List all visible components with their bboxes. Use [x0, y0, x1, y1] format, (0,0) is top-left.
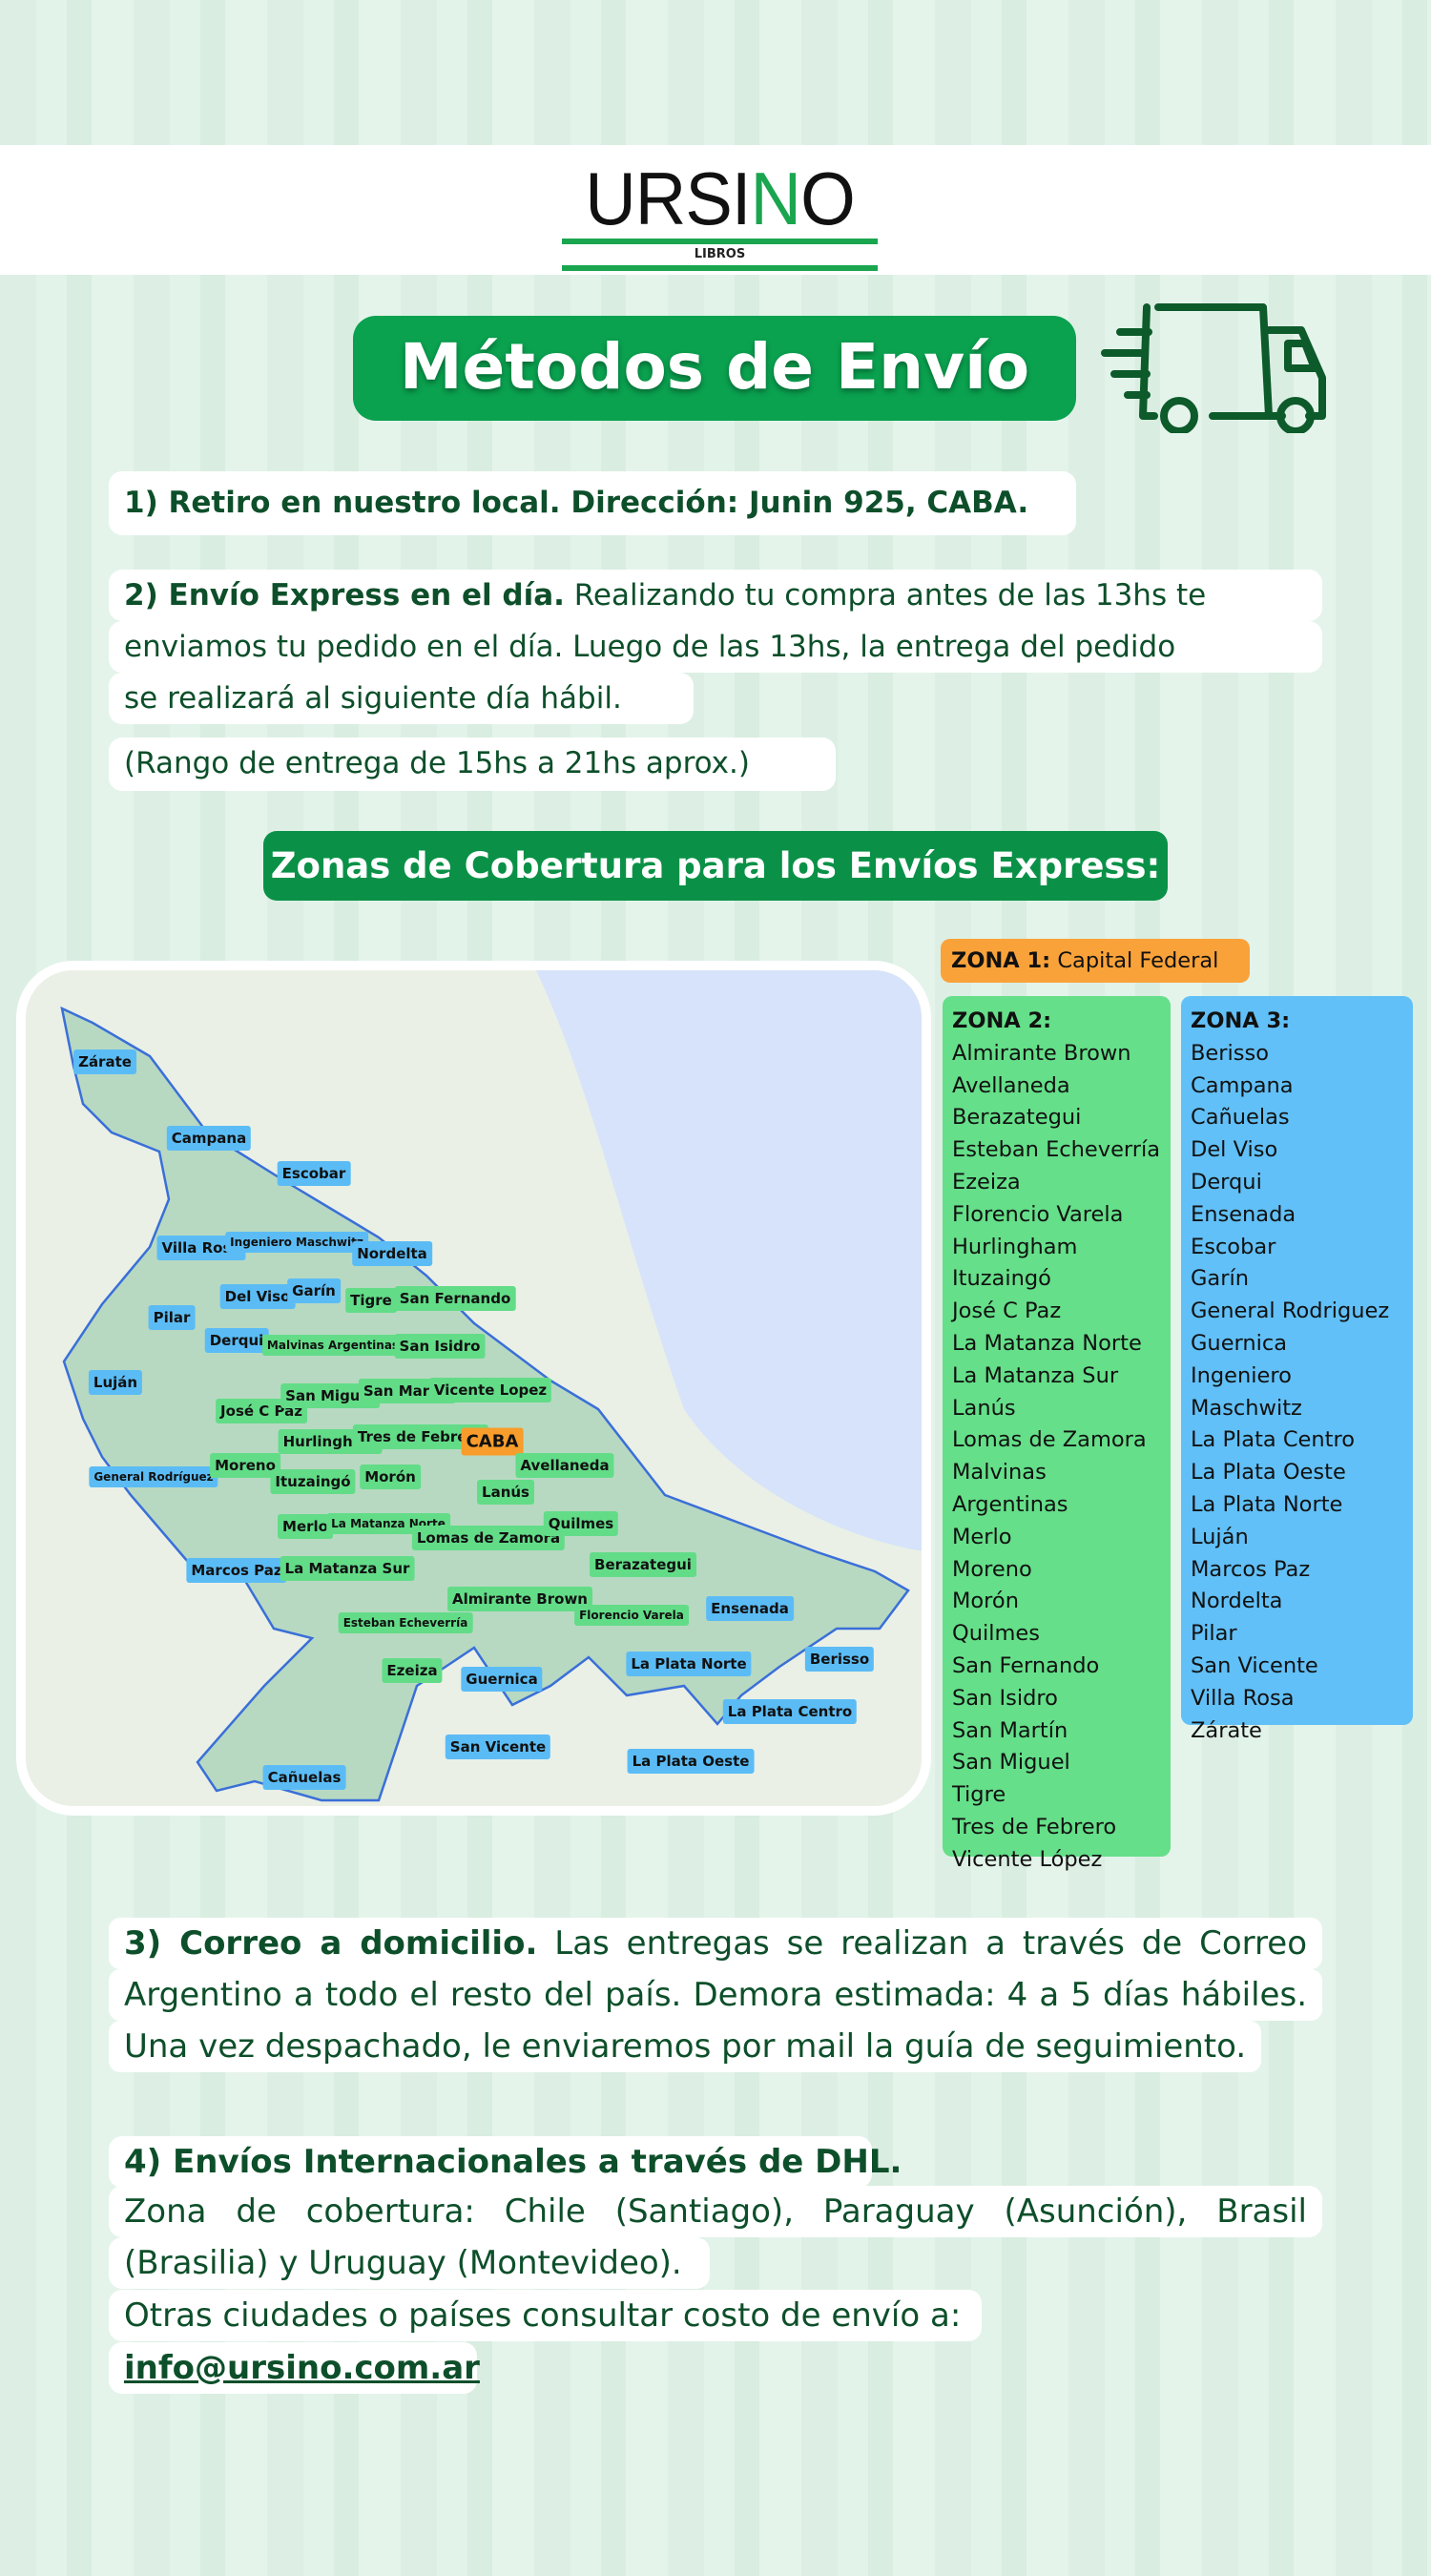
zone-item: La Plata Oeste [1191, 1460, 1346, 1485]
map-label: San Vicente [445, 1735, 551, 1759]
zone-item: Avellaneda [952, 1072, 1070, 1098]
zone-item: Luján [1191, 1524, 1249, 1549]
zone-item: La Plata Centro [1191, 1427, 1356, 1453]
map-label: Lanús [477, 1480, 534, 1505]
map-label: San Fernando [394, 1286, 516, 1311]
map-label: Morón [360, 1465, 421, 1489]
map-label: Avellaneda [515, 1453, 614, 1478]
zone-item: Garín [1191, 1266, 1249, 1292]
map-label: General Rodríguez [89, 1466, 218, 1487]
zone-item: Quilmes [952, 1621, 1040, 1647]
map-label: La Plata Oeste [627, 1749, 755, 1774]
map-label: Nordelta [352, 1241, 432, 1266]
zone-item: San Martín [952, 1717, 1068, 1743]
map-label: Derqui [204, 1328, 269, 1353]
zone-item: Malvinas Argentinas [952, 1460, 1068, 1517]
zone-item: Del Viso [1191, 1137, 1278, 1163]
delivery-truck-icon [1101, 303, 1326, 433]
zone-item: Lomas de Zamora [952, 1427, 1147, 1453]
zone-item: General Rodriguez [1191, 1298, 1390, 1324]
map-label: Berazategui [590, 1552, 696, 1577]
zone-item: Zárate [1191, 1717, 1262, 1743]
map-label: Ezeiza [382, 1658, 443, 1683]
map-label: Zárate [73, 1049, 136, 1074]
map-label: Luján [88, 1370, 143, 1395]
coverage-heading: Zonas de Cobertura para los Envíos Expre… [263, 831, 1168, 901]
logo-subtitle: LIBROS [694, 247, 746, 261]
zone-item: Nordelta [1191, 1589, 1283, 1614]
zone-item: San Vicente [1191, 1652, 1318, 1678]
zone-item: Berisso [1191, 1040, 1269, 1066]
map-label: Esteban Echeverría [338, 1612, 473, 1633]
map-label: CABA [461, 1427, 524, 1456]
map-label: Lomas de Zamora [411, 1526, 566, 1550]
map-label: San Isidro [394, 1334, 486, 1359]
zone-item: Villa Rosa [1191, 1685, 1295, 1711]
zone-item: Ezeiza [952, 1169, 1021, 1195]
map-label: Ituzaingó [270, 1469, 356, 1494]
zone-1-badge: ZONA 1: Capital Federal [941, 939, 1250, 983]
zone-item: José C Paz [952, 1298, 1062, 1324]
zone-item: San Miguel [952, 1750, 1070, 1776]
zone-item: Merlo [952, 1524, 1012, 1549]
zone-3-list: ZONA 3: Berisso Campana Cañuelas Del Viso Der… [1181, 996, 1413, 1743]
zone-item: Moreno [952, 1556, 1032, 1582]
pickup-method: 1) Retiro en nuestro local. Dirección: J… [109, 471, 1076, 535]
map-label: Garín [287, 1278, 341, 1303]
zone-item: Hurlingham [952, 1234, 1078, 1259]
zone-item: Ensenada [1191, 1201, 1296, 1227]
zone-2-list: ZONA 2: Almirante Brown Avellaneda Berazate… [943, 996, 1171, 1872]
map-label: Guernica [461, 1667, 543, 1692]
zone-item: La Matanza Norte [952, 1330, 1142, 1356]
zone-item: Morón [952, 1589, 1019, 1614]
zone-item: Ituzaingó [952, 1266, 1051, 1292]
zone-item: Pilar [1191, 1621, 1237, 1647]
email-link[interactable]: info@ursino.com.ar [124, 2349, 480, 2387]
zone-item: Tigre [952, 1782, 1006, 1808]
zone-item: Berazategui [952, 1105, 1082, 1131]
map-label: La Plata Norte [626, 1652, 752, 1676]
zone-item: Campana [1191, 1072, 1294, 1098]
zone-item: Tres de Febrero [952, 1814, 1117, 1839]
zone-item: Derqui [1191, 1169, 1262, 1195]
zone-item: Escobar [1191, 1234, 1276, 1259]
map-label: La Plata Centro [722, 1699, 858, 1724]
map-label: Escobar [277, 1161, 351, 1186]
zone-item: Esteban Echeverría [952, 1137, 1161, 1163]
zone-item: Guernica [1191, 1330, 1288, 1356]
map-label: Del Viso [219, 1284, 296, 1309]
zone-item: Almirante Brown [952, 1040, 1131, 1066]
map-label: Pilar [148, 1305, 196, 1330]
zone-item: Vicente López [952, 1846, 1103, 1872]
zone-item: La Plata Norte [1191, 1491, 1343, 1517]
zone-item: Ingeniero Maschwitz [1191, 1362, 1302, 1421]
map-label: Vicente Lopez [428, 1378, 552, 1402]
zone-item: Florencio Varela [952, 1201, 1124, 1227]
map-label: Florencio Varela [574, 1605, 689, 1626]
map-label: Moreno [210, 1453, 280, 1478]
map-label: Marcos Paz [186, 1558, 287, 1583]
page-title: Métodos de Envío [353, 316, 1076, 421]
zone-item: Marcos Paz [1191, 1556, 1311, 1582]
zone-item: San Fernando [952, 1652, 1100, 1678]
map-label: Cañuelas [262, 1765, 346, 1790]
map-label: Ensenada [706, 1596, 794, 1621]
map-label: Berisso [804, 1647, 875, 1672]
ursino-logo: URSINO LIBROS [562, 160, 878, 273]
map-label: Tigre [345, 1288, 397, 1313]
zone-item: Cañuelas [1191, 1105, 1290, 1131]
zone-item: Lanús [952, 1395, 1016, 1421]
header: URSINO LIBROS [0, 145, 1431, 275]
map-label: Campana [166, 1126, 252, 1151]
map-label: La Matanza Sur [280, 1556, 415, 1581]
map-label: Quilmes [543, 1511, 619, 1536]
mail-method: 3) Correo a domicilio. Las entregas se r… [109, 1918, 1322, 2072]
map-label: Merlo [278, 1514, 333, 1539]
map-label: Almirante Brown [447, 1587, 592, 1611]
map-label: Ingeniero Maschwitz [225, 1232, 368, 1253]
zone-item: La Matanza Sur [952, 1362, 1119, 1388]
map-label: Malvinas Argentinas [261, 1335, 404, 1356]
zone-item: San Isidro [952, 1685, 1058, 1711]
coverage-map[interactable]: Zárate Campana Escobar Villa Rosa Ingeniero … [16, 961, 931, 1816]
